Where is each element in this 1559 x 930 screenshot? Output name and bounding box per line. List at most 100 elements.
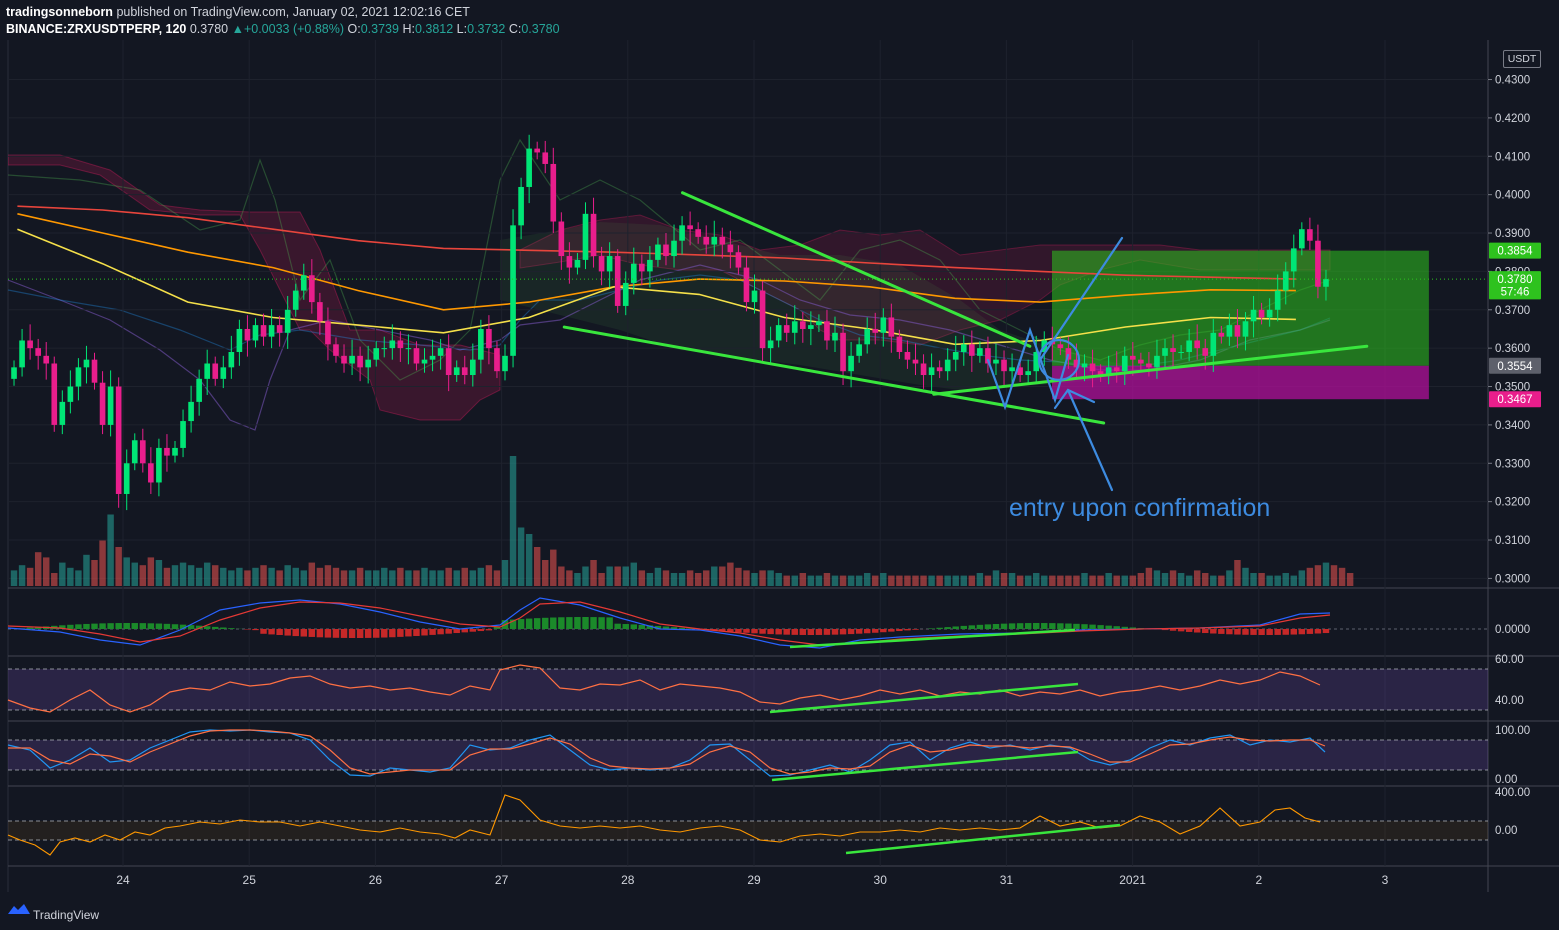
macd-hist-bar: [622, 624, 629, 629]
price-tick-13: 0.3000: [1495, 573, 1530, 585]
macd-hist-bar: [751, 629, 758, 634]
volume-bar: [1210, 575, 1217, 586]
volume-bar: [1282, 573, 1289, 586]
volume-bar: [179, 562, 187, 586]
candle-body: [880, 317, 887, 333]
candle-body: [405, 348, 412, 350]
volume-bar: [228, 570, 235, 586]
macd-hist-bar: [348, 629, 356, 638]
candle-body: [244, 328, 251, 341]
candle: [1218, 325, 1225, 344]
candle-body: [1057, 344, 1064, 349]
candle: [1162, 338, 1168, 370]
candle-body: [397, 340, 404, 349]
volume-bar: [598, 573, 605, 586]
macd-hist-bar: [1129, 627, 1137, 629]
candle: [421, 348, 428, 373]
cci-tick-0: 0.00: [1495, 825, 1517, 837]
volume-bar: [292, 567, 299, 586]
candle: [11, 360, 17, 386]
candle: [840, 323, 846, 385]
macd-hist-bar: [75, 624, 82, 629]
macd-hist-bar: [91, 623, 98, 629]
volume-bar: [839, 575, 847, 586]
candle: [848, 342, 854, 388]
volume-bar: [356, 567, 364, 586]
volume-bar: [533, 547, 541, 586]
candle-body: [1170, 348, 1176, 352]
candle-body: [11, 367, 17, 379]
macd-hist-bar: [115, 623, 122, 629]
candle: [1097, 364, 1104, 382]
volume-bar: [799, 573, 807, 586]
candle-body: [687, 225, 693, 230]
volume-bar: [373, 570, 380, 586]
price-axis[interactable]: 0.43000.42000.41000.40000.39000.38000.37…: [1488, 75, 1530, 586]
volume-bar: [244, 570, 251, 586]
time-axis[interactable]: 24 25 26 27 28 29 30 31 2021 2 3: [116, 873, 1388, 887]
macd-hist-bar: [1282, 629, 1289, 635]
macd-hist-bar: [735, 629, 742, 633]
stoch-panel: [7, 729, 1488, 782]
candle: [67, 370, 74, 414]
volume-bar: [936, 575, 943, 586]
volume-bar: [212, 565, 219, 586]
candle-body: [365, 359, 371, 368]
candle: [1025, 359, 1031, 385]
macd-hist-bar: [1250, 629, 1257, 635]
volume-bar: [91, 560, 98, 586]
volume-bar: [107, 514, 114, 586]
volume-bar: [550, 549, 557, 586]
price-label-text: 0.3854: [1497, 246, 1533, 258]
candle: [381, 336, 388, 358]
candle: [453, 360, 460, 382]
candle-body: [389, 340, 396, 349]
candle-body: [75, 367, 82, 387]
candle-body: [381, 348, 388, 350]
candle-body: [824, 321, 830, 341]
candle-body: [196, 378, 202, 402]
volume-bar: [316, 567, 324, 586]
chart-header: tradingsonneborn published on TradingVie…: [6, 4, 560, 38]
candle: [1178, 345, 1184, 359]
macd-hist-bar: [1177, 629, 1185, 632]
candle-body: [236, 328, 243, 352]
candle: [598, 246, 605, 286]
open-value: 0.3739: [360, 22, 399, 36]
volume-bar: [1089, 575, 1096, 586]
currency-button[interactable]: USDT: [1503, 50, 1541, 68]
published-info: published on TradingView.com, January 02…: [116, 5, 470, 19]
publisher-name[interactable]: tradingsonneborn: [6, 5, 113, 19]
candle: [582, 202, 589, 270]
candle-body: [550, 163, 557, 222]
macd-hist-bar: [107, 623, 114, 629]
candle-body: [614, 256, 621, 306]
symbol-label[interactable]: BINANCE:ZRXUSDTPERP, 120: [6, 22, 187, 36]
volume-bar: [1218, 575, 1225, 586]
macd-hist-bar: [574, 617, 581, 629]
candle-body: [832, 332, 838, 341]
candle-body: [35, 348, 41, 356]
macd-hist-bar: [662, 626, 670, 629]
candle: [832, 316, 838, 352]
candle: [228, 335, 235, 379]
candle-body: [494, 348, 500, 372]
macd-hist-bar: [276, 629, 283, 636]
candle: [1146, 351, 1152, 377]
candle-body: [292, 290, 299, 310]
candle: [928, 353, 935, 392]
candle-body: [518, 186, 524, 226]
candle-body: [469, 359, 476, 376]
candle: [1258, 302, 1265, 325]
macd-hist-bar: [1202, 629, 1209, 634]
candle: [1323, 269, 1329, 301]
candle-body: [276, 325, 283, 333]
volume-bar: [831, 575, 839, 586]
volume-bar: [1306, 567, 1314, 586]
volume-bar: [646, 573, 654, 586]
volume-bar: [389, 570, 396, 586]
volume-bar: [477, 567, 485, 586]
candle-body: [743, 267, 750, 303]
volume-bar: [1274, 575, 1281, 586]
